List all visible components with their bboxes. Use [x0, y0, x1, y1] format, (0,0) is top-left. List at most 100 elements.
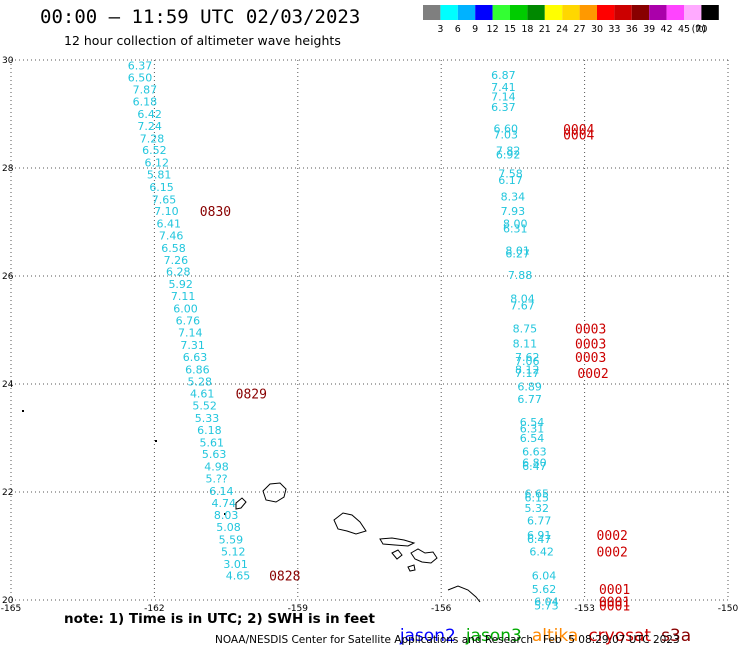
color-scale-label: 30 [591, 24, 603, 35]
island-kahoolawe [407, 564, 416, 572]
pass-time-label: 0004 [563, 129, 594, 144]
wave-height-value: 6.37 [491, 101, 516, 114]
wave-height-value: 5.?? [205, 473, 227, 486]
color-swatch [510, 5, 528, 20]
wave-height-value: 6.04 [534, 596, 559, 609]
page-subtitle: 12 hour collection of altimeter wave hei… [64, 33, 341, 48]
pass-time-label: 0002 [577, 367, 608, 382]
color-scale-label: 9 [472, 24, 478, 35]
lon-tick-label: -156 [431, 604, 452, 614]
wave-height-value: 5.28 [188, 375, 213, 388]
pass-time-label: 0004 [563, 123, 594, 138]
wave-height-value: 7.41 [491, 81, 516, 94]
satellite-label-cryosat: cryosat [588, 626, 652, 646]
pass-time-label: 0003 [575, 322, 606, 337]
wave-height-value: 5.52 [192, 400, 217, 413]
color-scale-unit: (ft) [692, 24, 706, 35]
island-maui [410, 548, 438, 564]
color-swatch [597, 5, 615, 20]
wave-height-value: 6.41 [156, 218, 181, 231]
pass-time-label: 0003 [575, 338, 606, 353]
pass-time-label: 0001 [599, 599, 630, 614]
color-scale-label: 36 [626, 24, 638, 35]
wave-height-value: 6.54 [520, 432, 545, 445]
color-swatch [666, 5, 684, 20]
page-title: 00:00 – 11:59 UTC 02/03/2023 [40, 6, 361, 28]
color-scale-label: 18 [521, 24, 533, 35]
color-swatch [475, 5, 493, 20]
wave-height-value: 7.31 [180, 339, 205, 352]
wave-height-value: 6.00 [173, 302, 198, 315]
island-molokai [379, 537, 416, 547]
wave-height-value: 6.77 [527, 515, 552, 528]
wave-height-value: 7.88 [508, 269, 533, 282]
wave-height-value: 8.11 [513, 338, 538, 351]
color-scale-label: 33 [608, 24, 620, 35]
color-scale-label: 45 [678, 24, 690, 35]
wave-height-value: 8.04 [510, 293, 535, 306]
wave-height-value: 6.47 [522, 460, 547, 473]
wave-height-value: 8.00 [503, 218, 528, 231]
credit-line: NOAA/NESDIS Center for Satellite Applica… [215, 634, 680, 646]
wave-height-value: 5.32 [525, 502, 550, 515]
wave-height-value: 6.47 [527, 533, 552, 546]
wave-height-value: 7.10 [154, 205, 179, 218]
color-scale-legend: 3 6 9 12 15 18 21 24 27 30 33 36 39 42 45 70(ft) [423, 5, 719, 35]
lon-tick-label: -153 [574, 604, 594, 614]
color-swatch [701, 5, 719, 20]
wave-height-value: 3.01 [223, 558, 248, 571]
pass-time-label: 0001 [599, 596, 630, 611]
wave-height-value: 6.42 [137, 108, 162, 121]
wave-height-value: 6.50 [128, 71, 153, 84]
wave-height-value: 6.87 [491, 69, 516, 82]
satellite-label-jason3: jason3 [465, 626, 522, 646]
wave-height-value: 7.65 [152, 193, 177, 206]
track-dots [22, 410, 226, 515]
wave-height-value: 7.17 [515, 367, 540, 380]
color-swatch [544, 5, 563, 20]
wave-height-value: 5.61 [200, 436, 225, 449]
wave-height-value: 6.37 [128, 59, 153, 72]
wave-height-value: 7.24 [137, 120, 162, 133]
wave-height-value: 7.82 [496, 145, 521, 158]
wave-height-value: 7.11 [171, 290, 196, 303]
island-hawaii [447, 585, 481, 603]
data-dot [224, 513, 226, 515]
wave-height-value: 6.91 [527, 529, 552, 542]
color-swatch [423, 5, 441, 20]
wave-height-value: 6.12 [145, 157, 170, 170]
wave-height-value: 5.73 [534, 599, 559, 612]
wave-height-value: 5.08 [216, 521, 241, 534]
pass-time-label: 0003 [575, 351, 606, 366]
wave-height-value: 7.14 [178, 327, 203, 340]
satellite-label-altika: altika [531, 626, 579, 646]
color-scale-label: 27 [574, 24, 586, 35]
wave-height-value: 8.01 [505, 245, 530, 258]
pass-time-label: 0829 [236, 388, 267, 403]
pass-time-label: 0830 [200, 205, 231, 220]
wave-height-value: 6.63 [522, 446, 547, 459]
lon-tick-label: -162 [144, 604, 164, 614]
wave-height-value: 7.14 [491, 91, 516, 104]
wave-height-value: 5.59 [219, 534, 244, 547]
wave-height-value: 6.92 [496, 149, 521, 162]
satellite-label-jason2: jason2 [399, 626, 456, 646]
wave-height-value: 6.27 [505, 247, 530, 260]
wave-height-value: 7.93 [501, 205, 526, 218]
lon-tick-label: -159 [288, 604, 309, 614]
lat-tick-label: 24 [2, 380, 14, 390]
color-swatch [527, 5, 545, 20]
color-swatch [562, 5, 580, 20]
grid-lines [10, 59, 729, 601]
island-niihau [235, 497, 247, 510]
wave-height-value: 7.28 [140, 132, 165, 145]
wave-height-value: 6.80 [522, 456, 547, 469]
axis-tick-labels: -165 -162 -159 -156 -153 -150 30 28 26 24 22 20 [1, 56, 739, 614]
wave-height-value: 7.58 [498, 167, 523, 180]
wave-height-value: 6.58 [161, 242, 186, 255]
color-swatch [614, 5, 632, 20]
satellite-legend: jason2 jason3 altika cryosat s3a [389, 606, 701, 646]
color-scale-label: 42 [661, 24, 673, 35]
wave-height-value: 6.15 [149, 181, 174, 194]
